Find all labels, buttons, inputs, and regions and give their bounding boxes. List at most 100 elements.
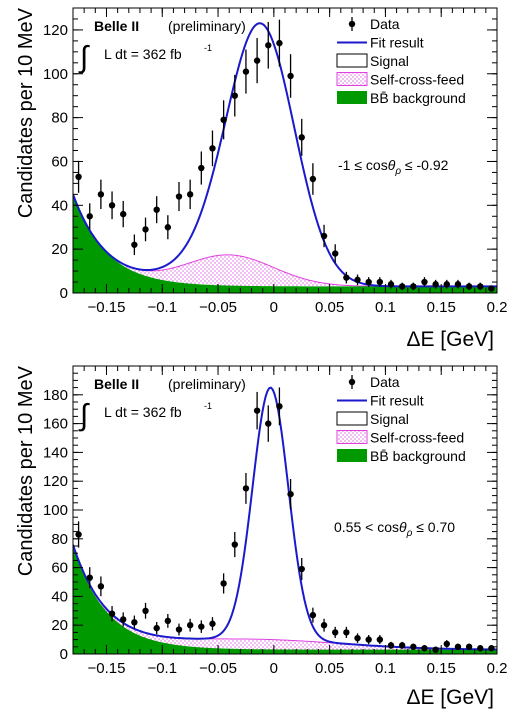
selection-label: 0.55 < cosθρ ≤ 0.70 xyxy=(334,519,455,539)
x-tick-label: 0.05 xyxy=(315,660,344,677)
x-tick-label: 0 xyxy=(270,299,278,316)
legend-label-bb: BB̄ background xyxy=(370,448,466,464)
selection-theta: θ xyxy=(388,157,396,173)
x-tick-label: 0.2 xyxy=(487,299,508,316)
data-point xyxy=(454,643,462,650)
legend-label-data: Data xyxy=(370,16,400,32)
luminosity-label: L dt = 362 fb xyxy=(104,46,182,62)
x-tick-label: 0.05 xyxy=(315,299,344,316)
data-point xyxy=(186,622,194,629)
data-point xyxy=(432,281,439,288)
data-point xyxy=(376,636,384,643)
chart-panel-top: −0.15 −0.1 −0.05 0 0.05 0.1 0.15 0.2 0 20 40 60 80 10… xyxy=(15,7,507,351)
data-point xyxy=(421,278,428,286)
self-cross-feed-area xyxy=(73,544,497,650)
data-point xyxy=(343,274,350,281)
data-point xyxy=(220,580,227,587)
y-tick-label: 100 xyxy=(43,502,68,519)
data-point xyxy=(209,145,216,152)
data-point xyxy=(477,283,484,290)
data-point xyxy=(454,281,462,288)
selection-post: ≤ 0.70 xyxy=(412,519,455,535)
plot-area xyxy=(73,386,497,654)
data-point xyxy=(86,213,93,220)
data-point xyxy=(231,541,238,548)
data-point xyxy=(198,164,205,172)
data-point xyxy=(131,241,138,248)
data-point xyxy=(343,629,350,636)
data-point xyxy=(253,407,261,414)
status-label: (preliminary) xyxy=(168,18,246,34)
data-point xyxy=(86,574,93,581)
data-point xyxy=(198,623,205,630)
data-point xyxy=(488,645,495,652)
data-point xyxy=(387,642,395,649)
selection-sub: ρ xyxy=(406,528,413,539)
x-tick-label: −0.05 xyxy=(199,660,237,677)
legend-label-fit: Fit result xyxy=(370,393,424,409)
data-point xyxy=(398,283,406,290)
x-tick-label: 0.15 xyxy=(427,660,456,677)
data-point xyxy=(231,92,238,99)
data-point xyxy=(253,57,261,64)
data-point xyxy=(365,636,372,643)
data-point xyxy=(108,202,116,209)
data-point xyxy=(265,420,272,427)
data-point xyxy=(142,226,149,233)
y-tick-label: 60 xyxy=(51,153,68,170)
y-tick-label: 0 xyxy=(60,646,68,663)
data-point xyxy=(332,629,339,636)
legend-data-marker xyxy=(348,20,356,28)
x-tick-label: 0.1 xyxy=(375,299,396,316)
data-point xyxy=(287,490,294,498)
data-point xyxy=(75,531,82,538)
data-point xyxy=(488,285,495,292)
data-point xyxy=(175,193,183,200)
data-point xyxy=(298,565,305,573)
legend-label-scf: Self-cross-feed xyxy=(370,72,464,88)
data-point xyxy=(398,642,406,649)
data-point xyxy=(164,224,172,231)
data-point xyxy=(142,607,149,614)
y-tick-label: 80 xyxy=(51,531,68,548)
data-point xyxy=(387,281,395,288)
data-point xyxy=(354,634,361,642)
y-tick-label: 40 xyxy=(51,197,68,214)
data-point xyxy=(365,278,372,286)
legend-label-bb: BB̄ background xyxy=(370,90,466,106)
integral-symbol: ∫ xyxy=(78,399,90,432)
data-point xyxy=(175,626,183,633)
data-point xyxy=(477,645,484,652)
data-point xyxy=(421,645,428,652)
y-tick-label: 20 xyxy=(51,617,68,634)
luminosity-label: L dt = 362 fb xyxy=(104,404,182,420)
data-point xyxy=(432,646,439,653)
y-tick-label: 80 xyxy=(51,110,68,127)
data-point xyxy=(131,619,138,626)
x-tick-label: −0.1 xyxy=(147,660,177,677)
data-point xyxy=(242,485,250,492)
data-point xyxy=(287,72,294,80)
x-axis-label: ΔE [GeV] xyxy=(406,686,494,709)
legend-scf-swatch xyxy=(336,72,368,86)
data-point xyxy=(443,640,450,648)
x-tick-label: 0.15 xyxy=(427,299,456,316)
data-point xyxy=(320,232,328,240)
legend-signal-swatch xyxy=(336,411,368,426)
y-tick-label: 120 xyxy=(43,473,68,490)
data-point xyxy=(320,622,328,629)
luminosity-exponent: -1 xyxy=(204,43,212,53)
data-point xyxy=(265,42,272,49)
legend-signal-swatch xyxy=(336,53,368,68)
data-point xyxy=(465,283,473,290)
legend-data-marker xyxy=(348,378,356,386)
data-point xyxy=(75,173,82,181)
selection-pre: -1 ≤ cos xyxy=(338,157,388,173)
legend-label-scf: Self-cross-feed xyxy=(370,430,464,446)
bb-background-area xyxy=(73,194,497,293)
data-point xyxy=(97,191,105,198)
y-tick-label: 40 xyxy=(51,588,68,605)
data-point xyxy=(298,134,305,141)
data-point xyxy=(209,620,216,627)
